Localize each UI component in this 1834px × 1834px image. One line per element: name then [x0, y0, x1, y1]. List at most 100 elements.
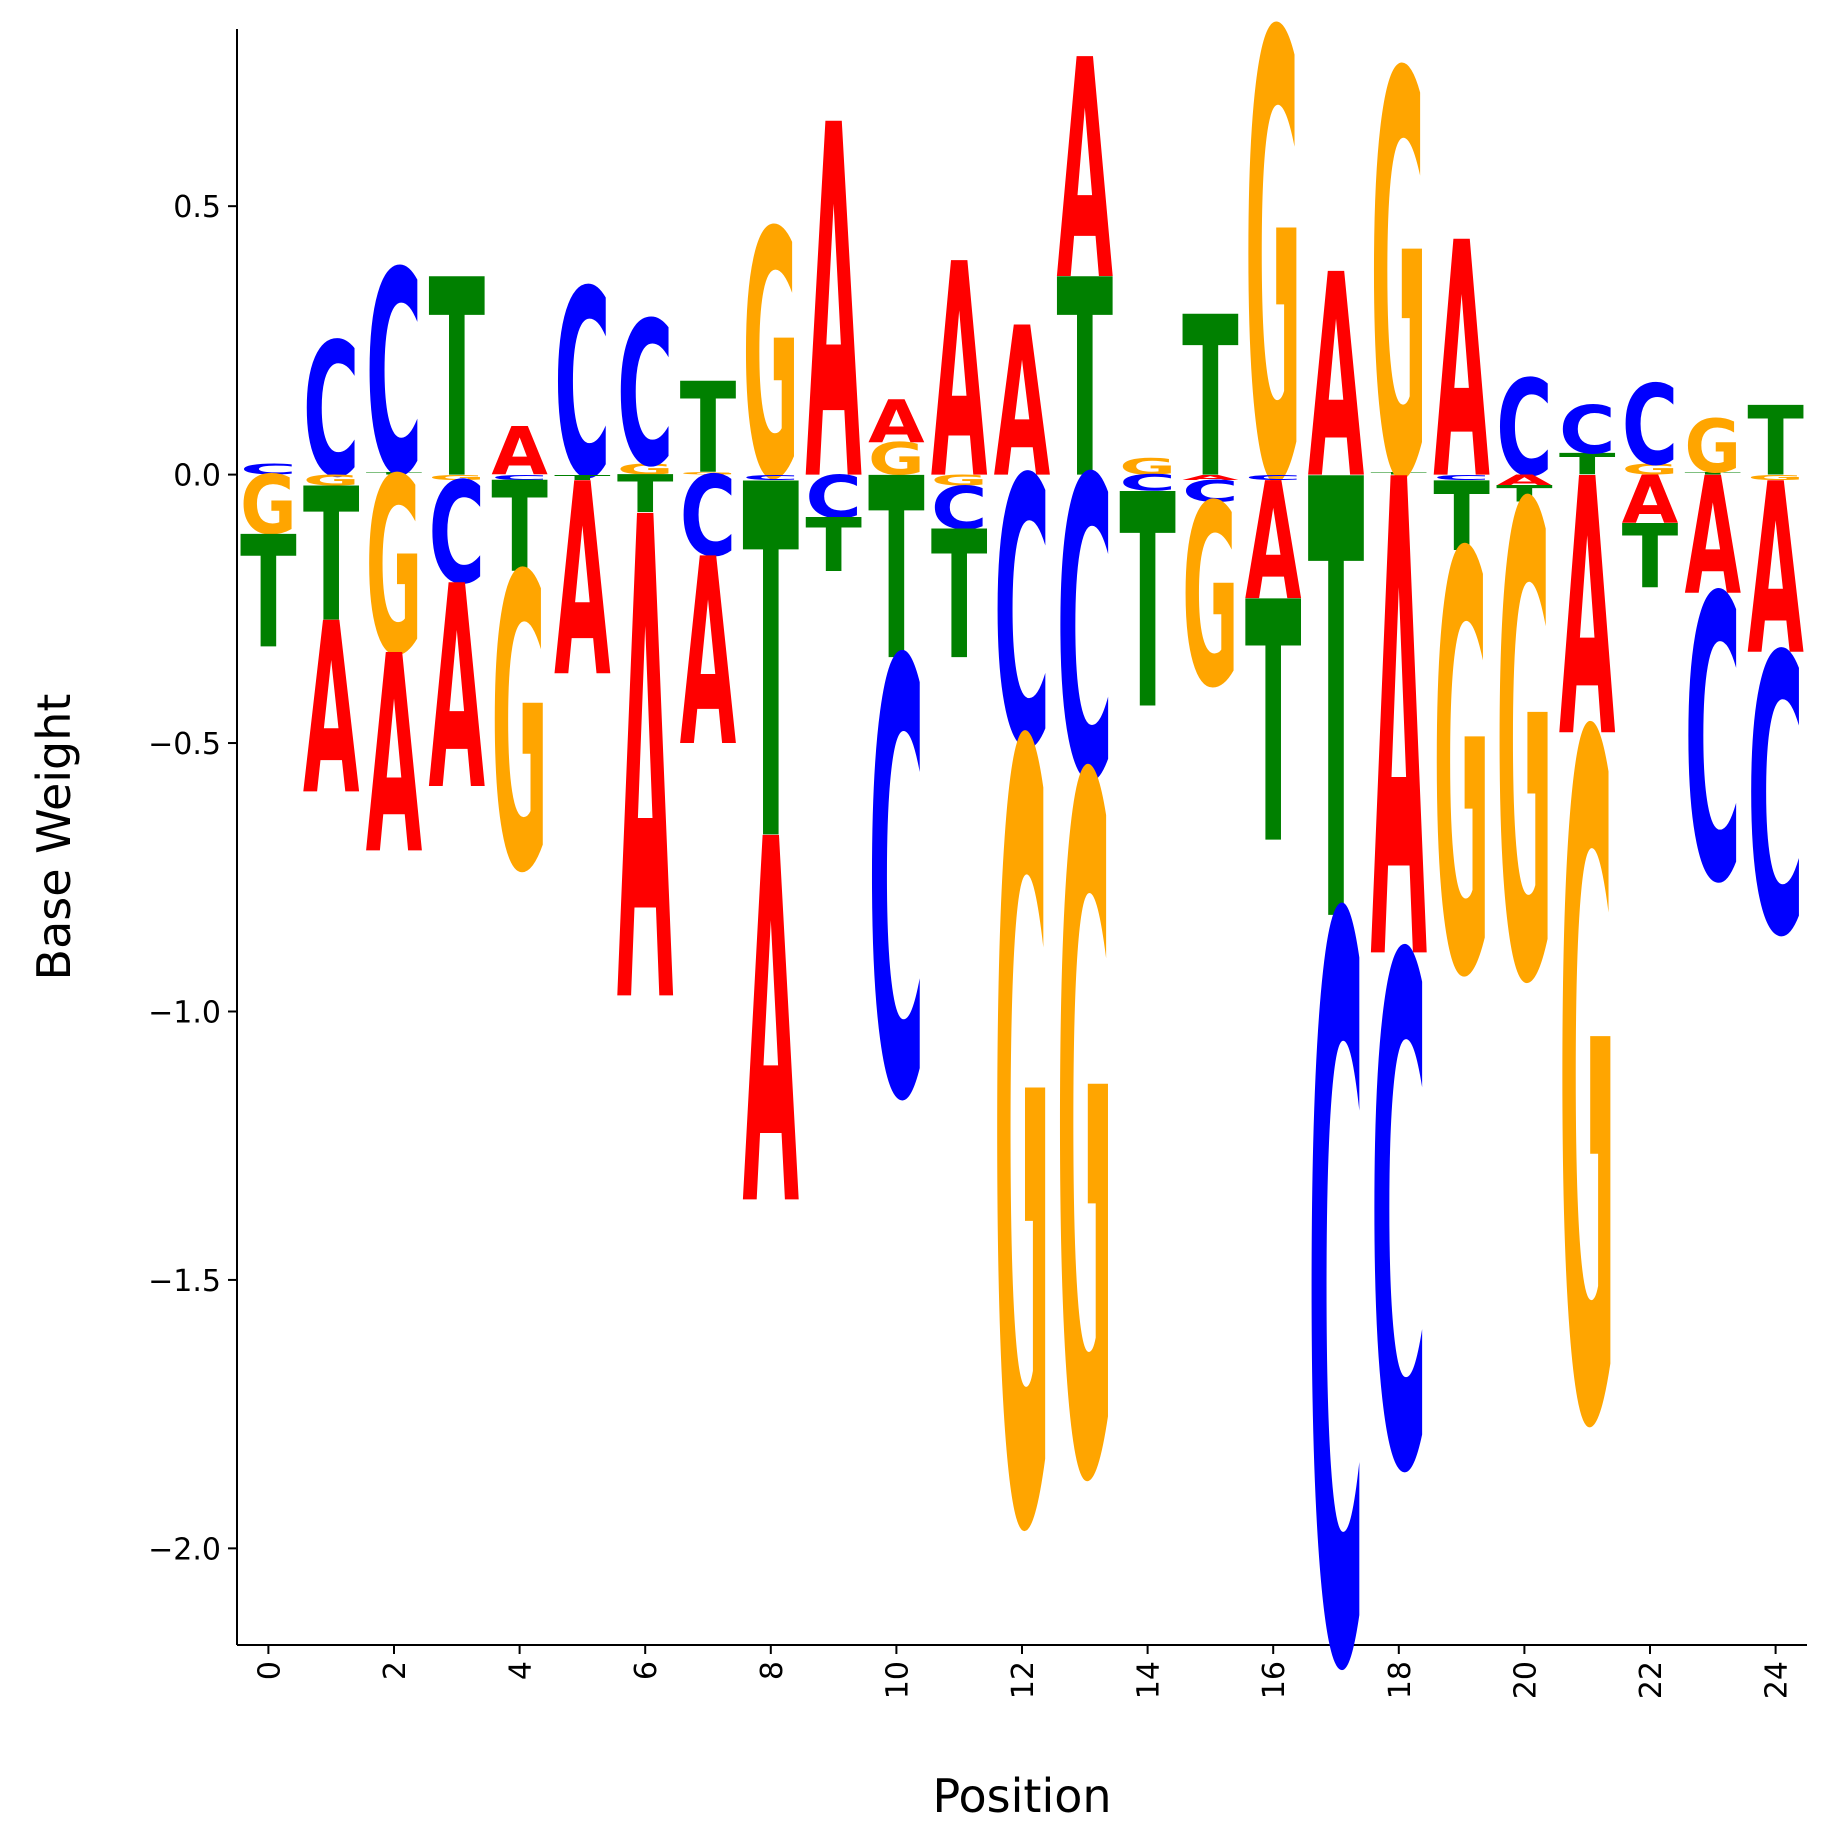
glyph: G	[1119, 455, 1176, 480]
x-tick-label: 0	[252, 1661, 287, 1680]
glyph: C	[1496, 351, 1553, 506]
glyph: C	[805, 463, 862, 532]
glyph: T	[868, 425, 925, 716]
glyph: C	[1119, 470, 1176, 496]
glyph: T	[1433, 462, 1490, 573]
x-tick-label: 18	[1383, 1661, 1418, 1699]
glyph: A	[680, 504, 737, 805]
glyph: C	[1308, 714, 1365, 1834]
glyph: G	[743, 160, 800, 555]
glyph: A	[1057, 0, 1114, 347]
glyph: A	[1685, 442, 1742, 631]
glyph: G	[1685, 404, 1742, 490]
y-tick-label: −2.0	[148, 1532, 221, 1567]
glyph: C	[240, 461, 297, 478]
glyph: C	[1371, 816, 1428, 1628]
glyph: T	[680, 358, 737, 503]
glyph: T	[1622, 507, 1679, 609]
glyph: C	[1747, 577, 1804, 1022]
y-tick-label: −0.5	[148, 727, 221, 762]
glyph: C	[743, 473, 800, 482]
glyph: C	[303, 305, 360, 519]
x-tick-label: 12	[1006, 1661, 1041, 1699]
x-tick-label: 6	[629, 1661, 664, 1680]
glyph: C	[1685, 517, 1742, 971]
glyph: G	[303, 472, 360, 489]
glyph: C	[617, 279, 674, 511]
glyph: T	[1496, 481, 1553, 506]
glyph: A	[554, 428, 611, 736]
glyph: G	[1559, 548, 1616, 1635]
glyph: C	[491, 473, 548, 482]
glyph: T	[1308, 354, 1365, 1057]
glyph: G	[1371, 0, 1428, 602]
glyph: C	[994, 401, 1051, 830]
glyph: T	[1685, 471, 1742, 475]
glyph: C	[1622, 363, 1679, 491]
x-tick-label: 2	[378, 1661, 413, 1680]
glyph: G	[680, 471, 737, 475]
glyph: A	[931, 201, 988, 544]
x-axis-title: Position	[932, 1769, 1111, 1823]
y-tick-label: −1.0	[148, 995, 221, 1030]
x-tick-label: 10	[880, 1661, 915, 1699]
glyph: A	[1747, 434, 1804, 708]
y-tick-label: −1.5	[148, 1264, 221, 1299]
glyph: T	[931, 493, 988, 699]
glyph: G	[240, 458, 297, 553]
glyph: G	[1622, 461, 1679, 478]
glyph: T	[303, 449, 360, 663]
glyph: C	[1433, 473, 1490, 482]
glyph: T	[554, 473, 611, 482]
glyph: A	[1308, 216, 1365, 542]
y-tick-label: 0.0	[173, 459, 221, 494]
glyph: G	[429, 473, 485, 482]
x-tick-label: 22	[1634, 1661, 1669, 1699]
glyph: A	[303, 574, 360, 848]
glyph: T	[1371, 471, 1428, 475]
glyph: G	[617, 461, 674, 478]
x-tick-label: 4	[504, 1661, 539, 1680]
glyph: C	[429, 452, 486, 615]
glyph: C	[1559, 391, 1616, 468]
glyph: G	[1496, 373, 1553, 1127]
glyph: G	[1182, 454, 1239, 744]
glyph: A	[1622, 462, 1679, 539]
glyph: T	[1057, 223, 1114, 540]
glyph: C	[868, 541, 925, 1234]
glyph: G	[1433, 438, 1490, 1105]
glyph: C	[931, 474, 988, 543]
x-tick-label: 14	[1132, 1661, 1167, 1699]
glyph: A	[1559, 405, 1616, 816]
glyph: A	[805, 24, 862, 589]
glyph: T	[1245, 532, 1302, 917]
glyph: T	[491, 457, 548, 602]
glyph: A	[1245, 447, 1302, 636]
glyph: T	[429, 223, 486, 540]
glyph: A	[491, 414, 548, 491]
glyph: G	[931, 472, 988, 489]
glyph: C	[366, 214, 423, 538]
glyph: T	[366, 471, 423, 475]
glyph: G	[491, 493, 548, 963]
glyph: G	[1747, 473, 1803, 482]
glyph: A	[617, 382, 674, 1152]
glyph: C	[1245, 473, 1302, 482]
y-axis-title: Base Weight	[27, 694, 81, 981]
glyph: A	[994, 285, 1051, 524]
glyph: T	[1747, 387, 1804, 498]
glyph: G	[1057, 588, 1114, 1692]
glyph: A	[1182, 473, 1239, 482]
glyph: C	[554, 236, 611, 535]
glyph: C	[1057, 393, 1114, 873]
x-tick-label: 8	[755, 1661, 790, 1680]
glyph: T	[743, 385, 800, 950]
glyph: T	[1119, 432, 1176, 775]
glyph: A	[1371, 345, 1428, 1107]
glyph: T	[240, 504, 297, 683]
glyph: G	[868, 433, 925, 485]
glyph: A	[1496, 472, 1553, 489]
glyph: A	[743, 736, 800, 1318]
